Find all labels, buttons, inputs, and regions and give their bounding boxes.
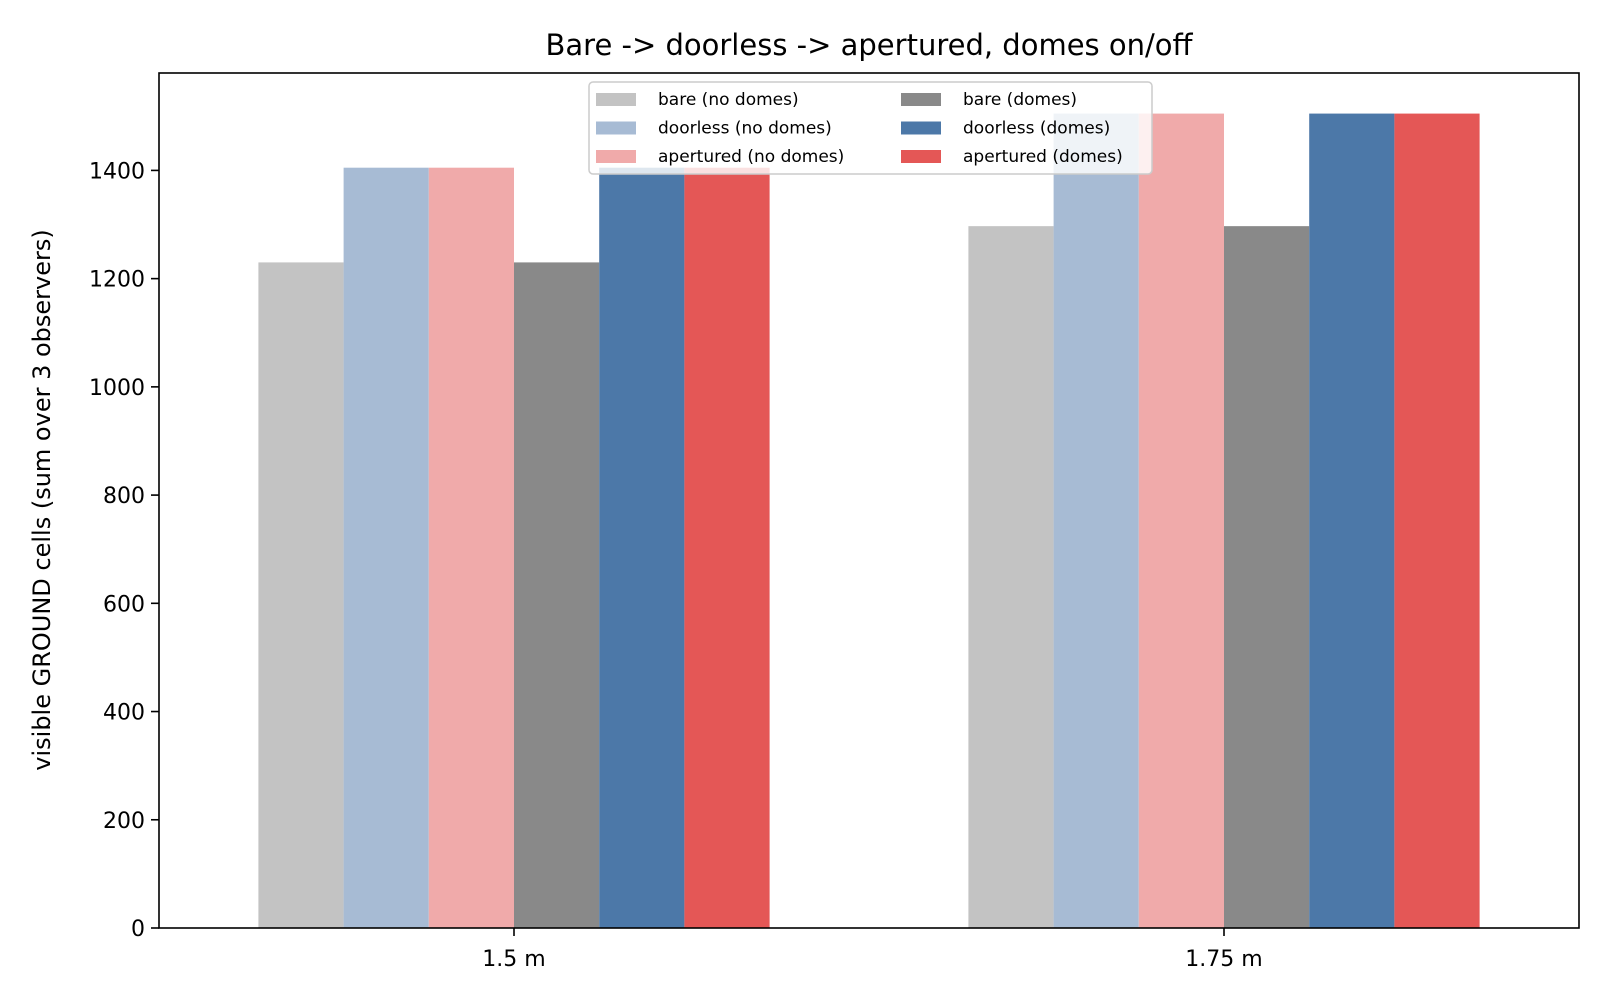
legend-label: apertured (no domes): [658, 147, 844, 167]
x-tick-label: 1.75 m: [1185, 947, 1262, 972]
y-tick-label: 1400: [89, 159, 145, 184]
x-tick-label: 1.5 m: [482, 947, 545, 972]
legend-label: bare (domes): [963, 90, 1077, 110]
legend-box: [588, 81, 1153, 175]
bar-4-1: [514, 262, 600, 928]
legend-swatch: [901, 150, 941, 163]
legend-label: apertured (domes): [963, 147, 1123, 167]
legend-label: doorless (domes): [963, 119, 1110, 139]
y-tick-label: 1200: [89, 268, 145, 293]
y-tick-label: 400: [103, 701, 145, 726]
legend-label: bare (no domes): [658, 90, 799, 110]
bars-group: [258, 113, 1480, 929]
y-tick-label: 800: [103, 484, 145, 509]
legend-swatch: [596, 121, 636, 135]
bar-6-1: [684, 167, 770, 929]
legend-swatch: [901, 93, 941, 106]
bar-1-1: [258, 262, 344, 928]
legend-swatch: [596, 150, 636, 163]
legend-swatch: [596, 93, 636, 106]
y-tick-label: 600: [103, 592, 145, 617]
y-tick-label: 0: [131, 917, 145, 942]
bar-6-2: [1394, 113, 1480, 928]
legend-label: doorless (no domes): [658, 119, 832, 139]
legend-swatch: [901, 121, 941, 135]
y-axis-label: visible GROUND cells (sum over 3 observe…: [28, 229, 56, 770]
bar-3-2: [1138, 113, 1224, 928]
chart-title: Bare -> doorless -> apertured, domes on/…: [546, 28, 1194, 62]
bar-5-2: [1309, 113, 1395, 928]
bar-2-1: [343, 167, 429, 929]
bar-5-1: [599, 167, 685, 929]
plot-frame: [158, 72, 1580, 929]
bar-1-2: [968, 226, 1054, 929]
x-axis: 1.5 m 1.75 m: [482, 928, 1263, 972]
y-tick-label: 200: [103, 809, 145, 834]
bar-2-2: [1053, 113, 1139, 928]
y-axis: 0 200 400 600 800 1000 1200 1400: [89, 159, 159, 942]
legend: bare (no domes) doorless (no domes) apertu…: [588, 81, 1153, 175]
bar-3-1: [428, 167, 514, 929]
bar-4-2: [1224, 226, 1310, 929]
y-tick-label: 1000: [89, 376, 145, 401]
